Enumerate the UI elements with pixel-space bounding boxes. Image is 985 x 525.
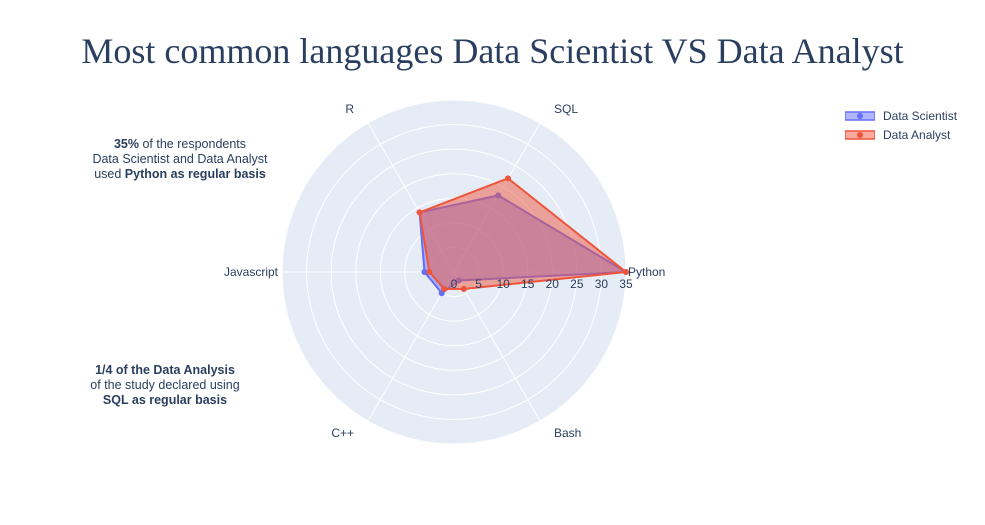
- axis-label-r: R: [345, 102, 354, 116]
- data-point-data-analyst: [441, 286, 448, 293]
- legend: Data Scientist Data Analyst: [845, 106, 957, 144]
- legend-label-data-analyst: Data Analyst: [883, 127, 951, 142]
- radial-tick-label: 10: [496, 277, 510, 291]
- annotation-sql: 1/4 of the Data Analysis of the study de…: [50, 363, 280, 408]
- annotation-sql-highlight-2: SQL as regular basis: [102, 393, 228, 407]
- data-point-data-analyst: [505, 175, 512, 182]
- legend-item-data-analyst[interactable]: Data Analyst: [845, 125, 957, 144]
- annotation-sql-text: of the study declared using: [90, 378, 240, 392]
- axis-label-python: Python: [628, 265, 665, 279]
- annotation-python-text-3: used: [94, 167, 125, 181]
- legend-swatch-data-scientist: [845, 110, 875, 121]
- radial-tick-label: 20: [546, 277, 560, 291]
- axis-label-javascript: Javascript: [224, 265, 279, 279]
- angular-gridline: [367, 271, 455, 422]
- data-point-data-analyst: [460, 286, 467, 293]
- legend-item-data-scientist[interactable]: Data Scientist: [845, 106, 957, 125]
- angular-gridline: [453, 271, 541, 422]
- axis-label-bash: Bash: [554, 426, 581, 440]
- data-point-data-scientist: [421, 269, 428, 275]
- data-point-data-analyst: [416, 209, 423, 216]
- page-title: Most common languages Data Scientist VS …: [81, 31, 904, 71]
- radial-tick-label: 0: [451, 277, 458, 291]
- data-point-data-analyst: [426, 269, 433, 275]
- radial-tick-label: 35: [619, 277, 633, 291]
- legend-label-data-scientist: Data Scientist: [883, 108, 958, 123]
- annotation-python-highlight: 35%: [113, 137, 139, 151]
- radial-tick-label: 30: [595, 277, 609, 291]
- data-point-data-analyst: [623, 269, 629, 275]
- annotation-python-highlight-2: Python as regular basis: [124, 167, 266, 181]
- radial-tick-label: 25: [570, 277, 584, 291]
- annotation-python-text-1: of the respondents: [139, 137, 247, 151]
- legend-swatch-data-analyst: [845, 129, 875, 140]
- axis-label-cpp: C++: [331, 426, 354, 440]
- radial-tick-label: 15: [521, 277, 535, 291]
- annotation-python-text-2: Data Scientist and Data Analyst: [92, 152, 268, 166]
- radial-tick-label: 5: [475, 277, 482, 291]
- annotation-python: 35% of the respondents Data Scientist an…: [60, 137, 300, 182]
- annotation-sql-highlight: 1/4 of the Data Analysis: [95, 363, 235, 377]
- axis-label-sql: SQL: [554, 102, 578, 116]
